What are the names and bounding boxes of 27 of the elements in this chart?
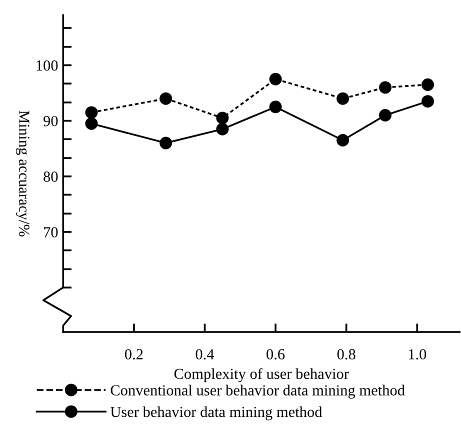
x-tick-label: 0.8 (337, 349, 356, 360)
x-axis-title: Complexity of user behavior (174, 368, 349, 382)
y-tick-label: 80 (44, 172, 58, 182)
point (336, 134, 350, 146)
x-tick-label: 1.0 (408, 349, 426, 360)
point (269, 100, 282, 114)
point (85, 117, 98, 130)
point (422, 95, 434, 108)
y-tick-label: 70 (44, 227, 58, 238)
legend-label: User behavior data mining method (110, 406, 322, 420)
point (85, 106, 98, 119)
point (216, 112, 229, 124)
y-tick-label: 90 (44, 116, 58, 126)
point (160, 136, 172, 150)
y-axis-title: Mining accuaracy/% (16, 110, 30, 236)
y-tick-label: 100 (36, 60, 58, 71)
point (379, 81, 392, 94)
legend-label: Conventional user behavior data mining method (110, 384, 405, 399)
point (379, 108, 392, 122)
x-tick-label: 0.2 (124, 349, 143, 360)
point (422, 78, 434, 91)
x-tick-label: 0.6 (266, 349, 285, 360)
point (160, 92, 172, 105)
x-tick-label: 0.4 (196, 349, 214, 360)
point (336, 92, 350, 105)
point (269, 72, 282, 86)
point (216, 122, 229, 136)
